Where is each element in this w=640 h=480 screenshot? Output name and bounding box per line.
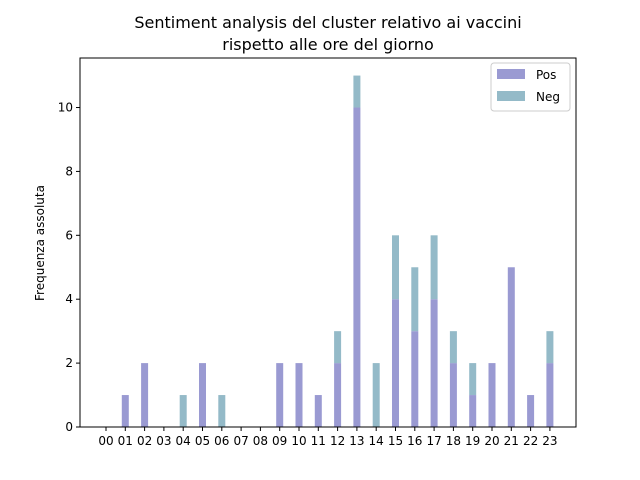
x-ticks: 00 01 02 03 04 05 06 07 08 09 10 11 12 13 14 15 16 17 18 19… [98,427,558,448]
x-tick-label-18: 18 [446,434,461,448]
bar-pos-10 [295,363,303,427]
bar-neg-15 [392,235,399,300]
x-tick-label-01: 01 [118,434,133,448]
bar-pos-22 [527,395,535,427]
y-ticks: 0 2 4 6 8 10 [58,101,80,434]
y-tick-label: 6 [65,228,73,242]
x-tick-label-08: 08 [253,434,268,448]
legend-swatch-neg [497,91,525,101]
legend-label-pos: Pos [536,68,556,82]
bar-pos-02 [141,363,149,427]
x-tick-label-15: 15 [388,434,403,448]
bar-neg-23 [546,331,554,364]
plot-frame [79,57,577,428]
bar-neg-16 [411,267,419,332]
bars-layer [121,75,554,428]
x-tick-label-10: 10 [291,434,306,448]
x-tick-label-23: 23 [542,434,557,448]
x-tick-label-16: 16 [407,434,422,448]
x-tick-label-04: 04 [176,434,191,448]
bar-pos-21 [507,267,515,427]
bar-pos-17 [430,299,438,427]
bar-neg-14 [372,363,380,427]
legend: Pos Neg [490,62,571,112]
x-tick-label-11: 11 [311,434,326,448]
bar-pos-09 [276,363,284,427]
bar-neg-12 [334,331,342,364]
x-tick-label-09: 09 [272,434,287,448]
x-tick-label-22: 22 [523,434,538,448]
x-tick-label-07: 07 [233,434,248,448]
y-tick-label: 2 [65,356,73,370]
bar-neg-04 [179,395,187,427]
y-tick-label: 0 [65,420,73,434]
x-tick-label-05: 05 [195,434,210,448]
x-tick-label-00: 00 [98,434,113,448]
bar-neg-06 [218,395,226,427]
bar-neg-17 [430,235,438,300]
x-tick-label-21: 21 [504,434,519,448]
x-tick-label-14: 14 [369,434,384,448]
x-tick-label-03: 03 [156,434,171,448]
bar-pos-11 [314,395,322,427]
bar-neg-19 [469,363,477,396]
x-tick-label-17: 17 [426,434,441,448]
x-tick-label-06: 06 [214,434,229,448]
chart-title-line-1: Sentiment analysis del cluster relativo … [134,13,521,32]
bar-pos-05 [199,363,206,427]
legend-label-neg: Neg [536,90,560,104]
bar-pos-23 [546,363,554,427]
bar-pos-16 [411,331,419,427]
x-tick-label-19: 19 [465,434,480,448]
bar-pos-01 [121,395,129,427]
bar-pos-12 [334,363,342,427]
bar-neg-18 [449,331,457,364]
bar-pos-13 [353,107,361,428]
y-axis-label: Frequenza assoluta [33,185,47,301]
y-tick-label: 10 [58,101,73,115]
x-tick-label-13: 13 [349,434,364,448]
chart-title-line-2: rispetto alle ore del giorno [222,35,434,54]
x-tick-label-02: 02 [137,434,152,448]
bar-pos-15 [392,299,399,427]
bar-neg-13 [353,75,361,108]
bar-pos-20 [488,363,496,427]
x-tick-label-12: 12 [330,434,345,448]
y-tick-label: 4 [65,292,73,306]
legend-swatch-pos [497,69,525,79]
bar-pos-19 [469,395,477,427]
x-tick-label-20: 20 [484,434,499,448]
y-tick-label: 8 [65,164,73,178]
bar-pos-18 [449,363,457,427]
